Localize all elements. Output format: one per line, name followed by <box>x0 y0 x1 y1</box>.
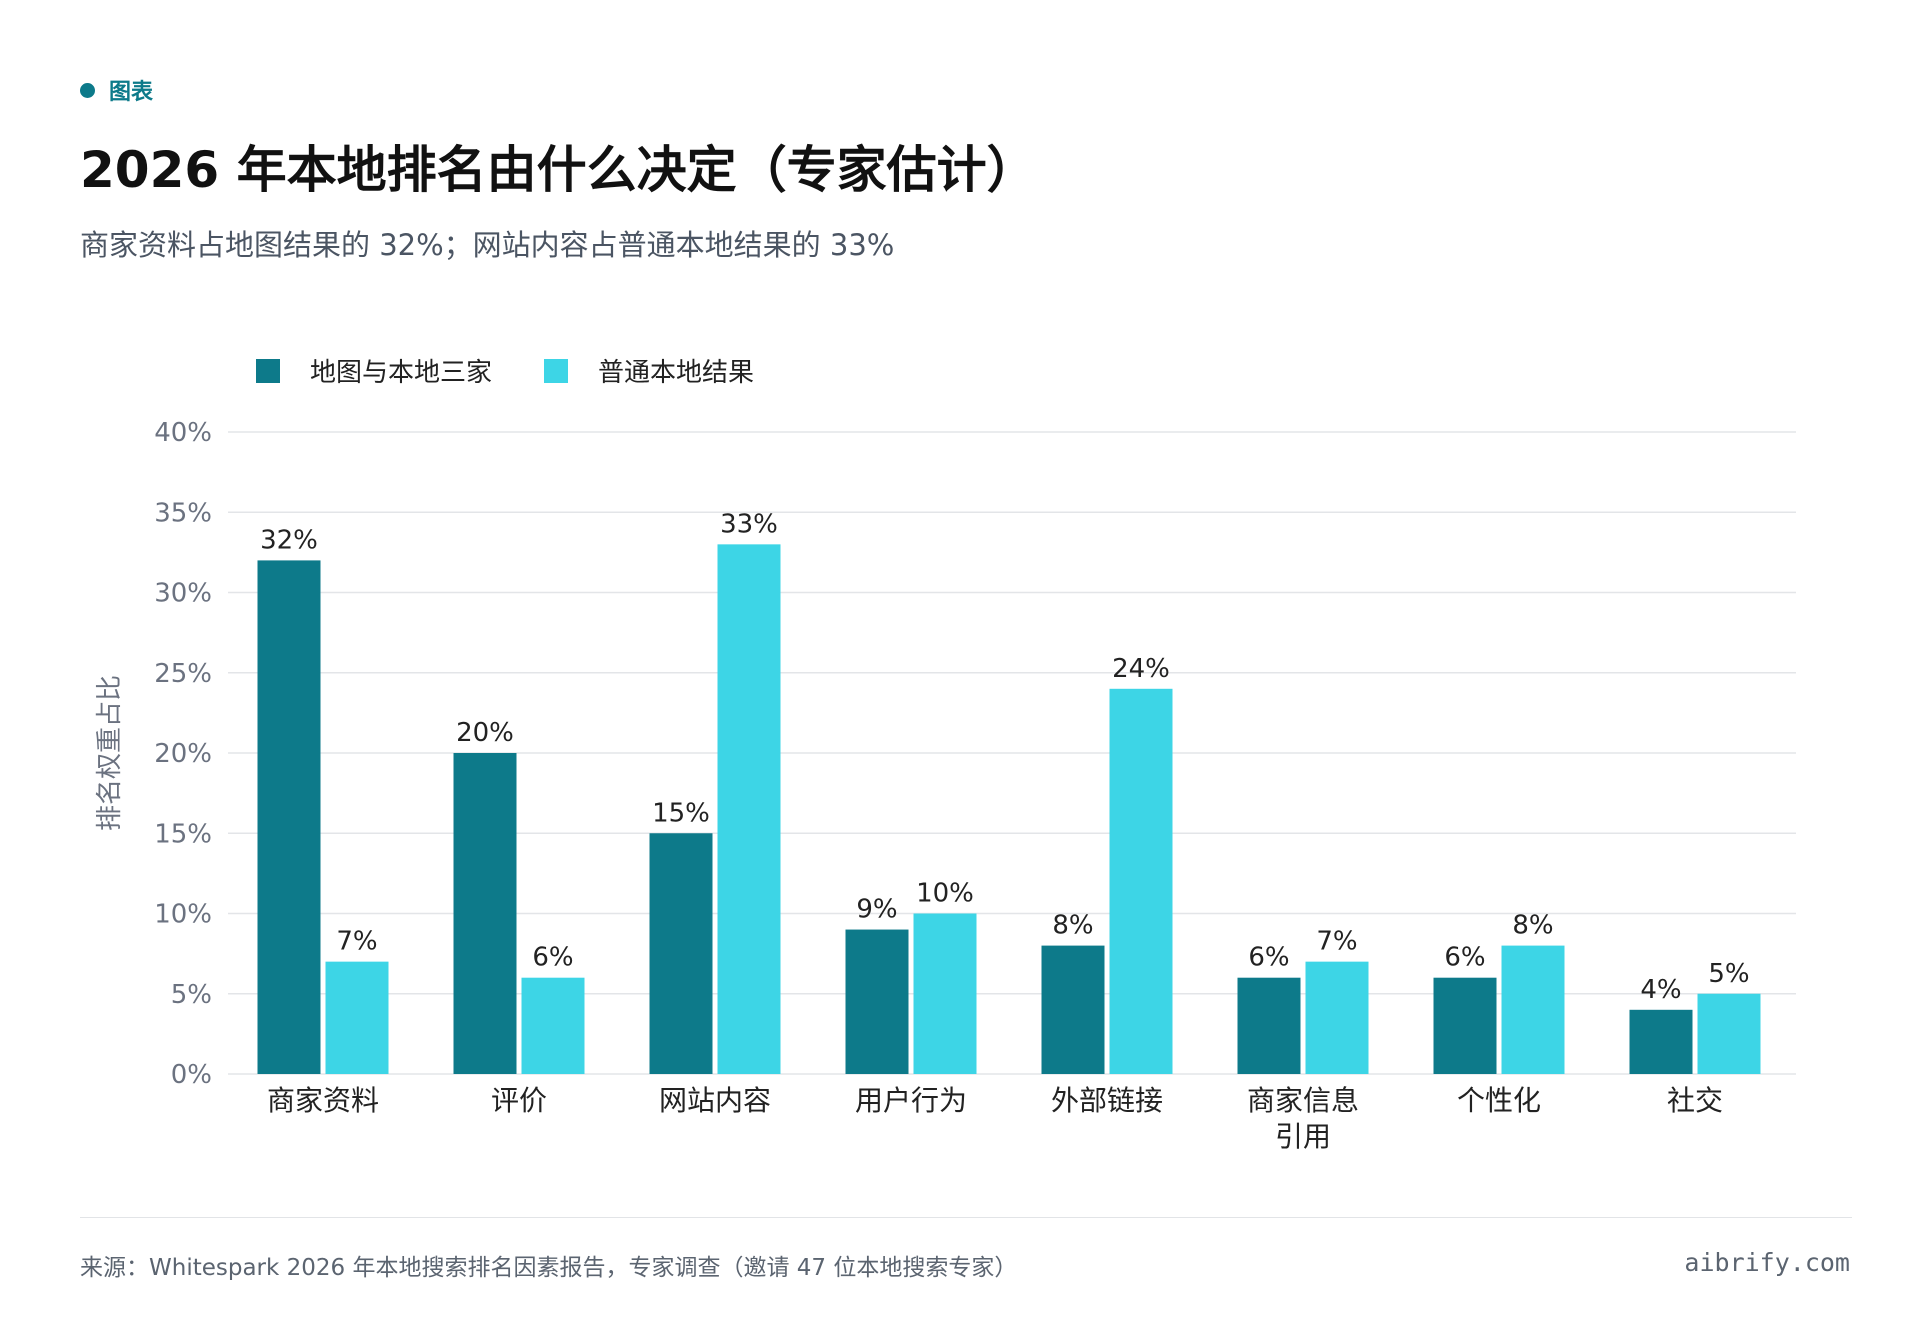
data-label: 33% <box>720 509 778 539</box>
x-tick-label: 用户行为 <box>855 1084 967 1117</box>
data-label: 6% <box>1248 943 1289 973</box>
legend-swatch-series-1 <box>256 358 280 383</box>
data-label: 7% <box>1316 927 1357 957</box>
bar-series-1 <box>453 753 517 1074</box>
data-label: 6% <box>532 943 573 973</box>
legend-swatch-series-2 <box>544 358 569 383</box>
data-label: 10% <box>916 879 974 909</box>
bar-series-2 <box>717 544 781 1074</box>
bar-series-1 <box>1237 977 1301 1074</box>
bar-series-2 <box>1501 945 1565 1074</box>
y-tick-label: 40% <box>154 418 212 448</box>
bar-series-2 <box>1109 688 1173 1074</box>
data-label: 32% <box>260 525 318 555</box>
data-label: 15% <box>652 798 710 828</box>
y-tick-label: 30% <box>154 579 212 609</box>
bar-series-2 <box>1305 961 1369 1074</box>
bar-series-1 <box>649 833 713 1074</box>
chart-tag: 图表 <box>80 74 153 106</box>
bar-series-2 <box>521 977 585 1074</box>
x-tick-label: 引用 <box>1275 1120 1331 1153</box>
bar-series-1 <box>257 560 321 1074</box>
bar-series-1 <box>1629 1009 1693 1074</box>
bar-series-2 <box>913 913 977 1074</box>
source-note: 来源：Whitespark 2026 年本地搜索排名因素报告，专家调查（邀请 4… <box>80 1255 1018 1281</box>
y-tick-label: 15% <box>154 819 212 849</box>
data-label: 24% <box>1112 654 1170 684</box>
legend-label-series-2: 普通本地结果 <box>598 358 755 388</box>
bar-series-2 <box>1697 993 1761 1074</box>
data-label: 8% <box>1052 911 1093 941</box>
data-label: 8% <box>1512 911 1553 941</box>
legend-label-series-1: 地图与本地三家 <box>310 358 493 388</box>
chart-subtitle: 商家资料占地图结果的 32%；网站内容占普通本地结果的 33% <box>80 228 895 262</box>
bar-series-2 <box>325 961 389 1074</box>
x-tick-label: 评价 <box>491 1084 547 1117</box>
y-tick-label: 5% <box>171 980 212 1010</box>
x-tick-label: 个性化 <box>1457 1084 1541 1117</box>
x-tick-label: 商家资料 <box>267 1084 379 1117</box>
chart-legend: 地图与本地三家 普通本地结果 <box>256 352 788 389</box>
legend-item-series-1: 地图与本地三家 <box>256 352 492 389</box>
x-tick-label: 社交 <box>1667 1084 1723 1117</box>
x-tick-label: 商家信息 <box>1247 1084 1359 1117</box>
bar-series-1 <box>1041 945 1105 1074</box>
footer-divider <box>80 1217 1852 1218</box>
chart-title: 2026 年本地排名由什么决定（专家估计） <box>80 141 1037 199</box>
bar-series-1 <box>845 929 909 1074</box>
legend-item-series-2: 普通本地结果 <box>544 352 754 389</box>
data-label: 7% <box>336 927 377 957</box>
y-tick-label: 0% <box>171 1060 212 1090</box>
y-axis-label: 排名权重占比 <box>95 675 125 831</box>
y-tick-label: 25% <box>154 659 212 689</box>
brand-label: aibrify.com <box>1684 1248 1850 1277</box>
y-tick-label: 10% <box>154 900 212 930</box>
y-tick-label: 35% <box>154 498 212 528</box>
data-label: 20% <box>456 718 514 748</box>
bar-series-1 <box>1433 977 1497 1074</box>
tag-dot-icon <box>80 82 95 98</box>
x-tick-label: 外部链接 <box>1051 1084 1163 1117</box>
data-label: 9% <box>856 895 897 925</box>
x-tick-label: 网站内容 <box>659 1084 771 1117</box>
y-tick-label: 20% <box>154 739 212 769</box>
data-label: 6% <box>1444 943 1485 973</box>
data-label: 4% <box>1640 975 1681 1005</box>
data-label: 5% <box>1708 959 1749 989</box>
tag-label: 图表 <box>109 80 154 105</box>
